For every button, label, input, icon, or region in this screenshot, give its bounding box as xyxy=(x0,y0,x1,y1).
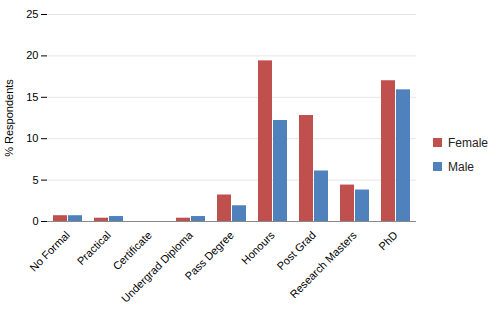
svg-text:0: 0 xyxy=(32,215,38,227)
html-text:Male: Male xyxy=(448,159,474,174)
svg-text:5: 5 xyxy=(32,174,38,186)
svg-text:10: 10 xyxy=(26,132,38,144)
svg-text:Practical: Practical xyxy=(75,229,113,267)
svg-text:Honours: Honours xyxy=(239,228,277,266)
svg-text:Post Grad: Post Grad xyxy=(274,229,318,273)
svg-text:Research Masters: Research Masters xyxy=(287,228,359,300)
svg-text:PhD: PhD xyxy=(376,229,400,253)
svg-text:% Respondents: % Respondents xyxy=(3,79,15,157)
svg-text:25: 25 xyxy=(26,8,38,20)
html-text:Female: Female xyxy=(448,135,488,150)
svg-text:No Formal: No Formal xyxy=(27,229,72,274)
svg-text:Pass Degree: Pass Degree xyxy=(182,229,235,282)
svg-text:Certificate: Certificate xyxy=(110,229,154,273)
svg-text:15: 15 xyxy=(26,91,38,103)
svg-text:20: 20 xyxy=(26,49,38,61)
svg-text:Undergrad Diploma: Undergrad Diploma xyxy=(119,228,196,305)
